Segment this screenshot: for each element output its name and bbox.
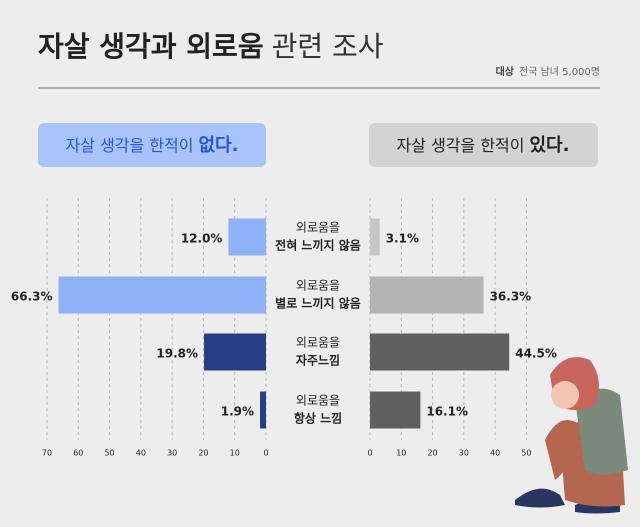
- left-header: [38, 123, 266, 167]
- x-tick-label: 20: [427, 449, 437, 458]
- value-label: 16.1%: [426, 405, 468, 419]
- bar: [370, 218, 380, 256]
- value-label: 66.3%: [11, 290, 53, 304]
- title-rest: 관련 조사: [272, 30, 384, 63]
- x-tick-label: 0: [367, 449, 372, 458]
- x-tick-label: 10: [230, 449, 240, 458]
- bar: [370, 276, 484, 314]
- x-tick-label: 0: [263, 449, 268, 458]
- x-tick-label: 60: [73, 449, 83, 458]
- bar: [58, 276, 266, 314]
- x-tick-label: 30: [167, 449, 177, 458]
- category-line: 외로움을: [296, 394, 340, 408]
- right-header: [369, 123, 598, 167]
- x-tick-label: 30: [459, 449, 469, 458]
- category-line: 자주느낌: [296, 353, 340, 368]
- value-label: 36.3%: [490, 290, 532, 304]
- header-normal: 자살 생각을 한적이: [66, 136, 194, 155]
- bar: [204, 333, 266, 371]
- x-tick-label: 10: [396, 449, 406, 458]
- title: 자살 생각과 외로움 관련 조사: [38, 30, 384, 63]
- value-label: 44.5%: [515, 347, 557, 361]
- bar: [370, 333, 510, 371]
- header-normal: 자살 생각을 한적이: [397, 136, 525, 155]
- note-label: 대상: [496, 65, 515, 78]
- value-label: 12.0%: [181, 232, 223, 246]
- x-tick-label: 70: [42, 449, 52, 458]
- bar: [370, 391, 421, 429]
- bar: [228, 218, 266, 256]
- category-line: 항상 느낌: [294, 411, 342, 426]
- x-tick-label: 40: [490, 449, 500, 458]
- header-bold: 없다.: [198, 135, 238, 156]
- category-line: 외로움을: [296, 336, 340, 350]
- bar: [260, 391, 266, 429]
- category-line: 별로 느끼지 않음: [275, 296, 361, 311]
- value-label: 3.1%: [386, 232, 419, 246]
- x-tick-label: 40: [136, 449, 146, 458]
- category-line: 외로움을: [296, 221, 340, 235]
- header-bold: 있다.: [529, 135, 569, 156]
- x-tick-label: 50: [104, 449, 114, 458]
- right-header-text: 자살 생각을 한적이 있다.: [397, 135, 570, 156]
- note-text: 전국 남녀 5,000명: [519, 66, 600, 78]
- x-tick-label: 50: [521, 449, 531, 458]
- title-bold: 자살 생각과 외로움: [38, 30, 264, 63]
- value-label: 19.8%: [156, 347, 198, 361]
- illustration: [515, 357, 628, 514]
- x-tick-label: 20: [198, 449, 208, 458]
- category-line: 전혀 느끼지 않음: [275, 238, 361, 253]
- left-header-text: 자살 생각을 한적이 없다.: [66, 135, 239, 156]
- note: 대상 전국 남녀 5,000명: [496, 65, 600, 78]
- value-label: 1.9%: [221, 405, 254, 419]
- category-line: 외로움을: [296, 279, 340, 293]
